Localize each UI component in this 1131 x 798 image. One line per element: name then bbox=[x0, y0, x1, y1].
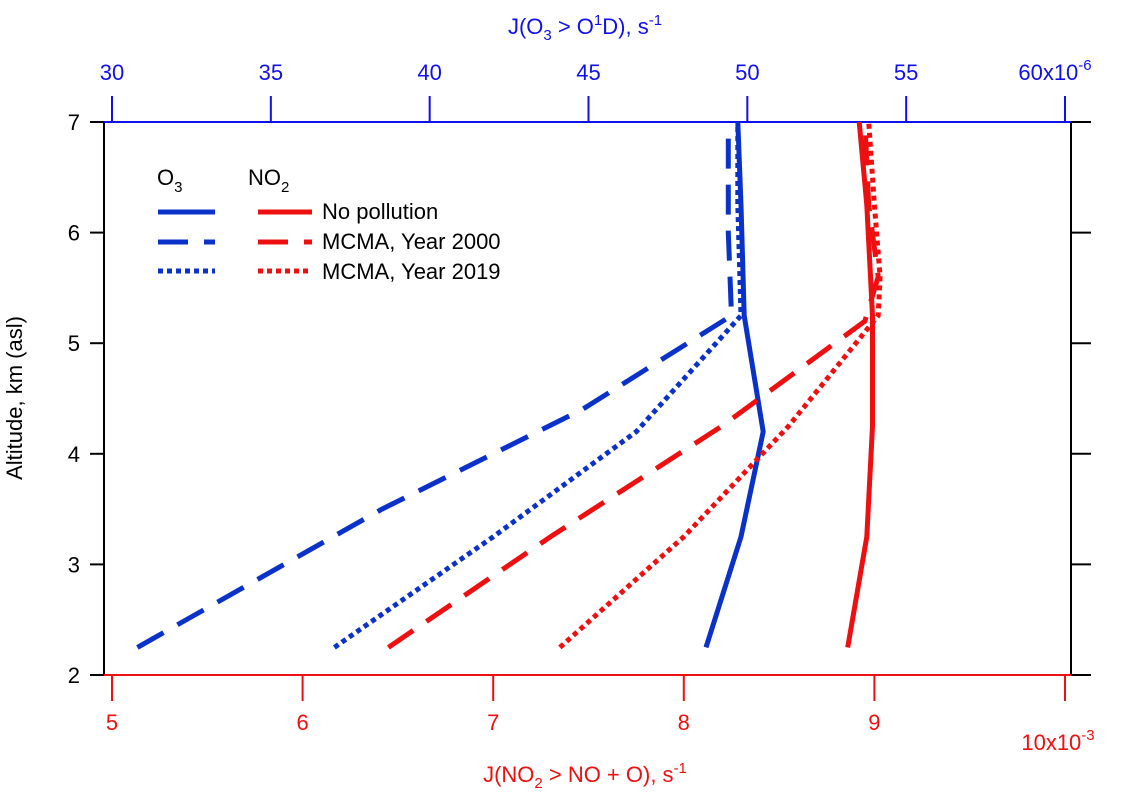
series-no2-dashed-line bbox=[386, 121, 881, 650]
left-tick-label: 4 bbox=[68, 442, 80, 467]
top-tick-label: 40 bbox=[417, 60, 441, 85]
left-tick-label: 5 bbox=[68, 331, 80, 356]
left-tick-label: 7 bbox=[68, 110, 80, 135]
bottom-tick-label: 5 bbox=[106, 710, 118, 735]
series-o3-dashed-line bbox=[136, 133, 735, 650]
series-no2-dotted-line bbox=[558, 121, 883, 650]
series-no2-solid-line bbox=[845, 121, 875, 648]
top-axis-multiplier: 60x10-6 bbox=[1018, 57, 1091, 85]
top-axis-title: J(O3 > O1D), s-1 bbox=[508, 12, 662, 44]
bottom-tick-label: 6 bbox=[296, 710, 308, 735]
top-tick-label: 45 bbox=[576, 60, 600, 85]
bottom-axis-multiplier: 10x10-3 bbox=[1021, 727, 1094, 755]
bottom-axis-title: J(NO2 > NO + O), s-1 bbox=[483, 760, 687, 792]
bottom-tick-label: 7 bbox=[487, 710, 499, 735]
bottom-tick-label: 9 bbox=[868, 710, 880, 735]
top-tick-label: 50 bbox=[735, 60, 759, 85]
series-layer bbox=[136, 121, 883, 650]
left-axis-title: Altitude, km (asl) bbox=[2, 316, 27, 480]
top-tick-label: 30 bbox=[100, 60, 124, 85]
legend-no2-header: NO2 bbox=[248, 165, 289, 196]
legend-o3-header: O3 bbox=[157, 165, 182, 196]
series-o3-dotted-line bbox=[332, 122, 744, 650]
legend-label-mcma-2000: MCMA, Year 2000 bbox=[322, 229, 501, 254]
top-tick-label: 35 bbox=[259, 60, 283, 85]
legend-label-mcma-2019: MCMA, Year 2019 bbox=[322, 259, 501, 284]
left-tick-label: 2 bbox=[68, 663, 80, 688]
top-tick-label: 55 bbox=[894, 60, 918, 85]
left-tick-label: 6 bbox=[68, 221, 80, 246]
series-o3-solid-line bbox=[703, 121, 766, 649]
legend-swatches bbox=[158, 209, 312, 274]
plot-frame-layer bbox=[103, 121, 1072, 676]
left-tick-label: 3 bbox=[68, 552, 80, 577]
bottom-tick-label: 8 bbox=[678, 710, 690, 735]
legend: O3 NO2 No pollution MCMA, Year 2000 MCMA… bbox=[157, 165, 501, 284]
legend-label-no-pollution: No pollution bbox=[322, 199, 438, 224]
